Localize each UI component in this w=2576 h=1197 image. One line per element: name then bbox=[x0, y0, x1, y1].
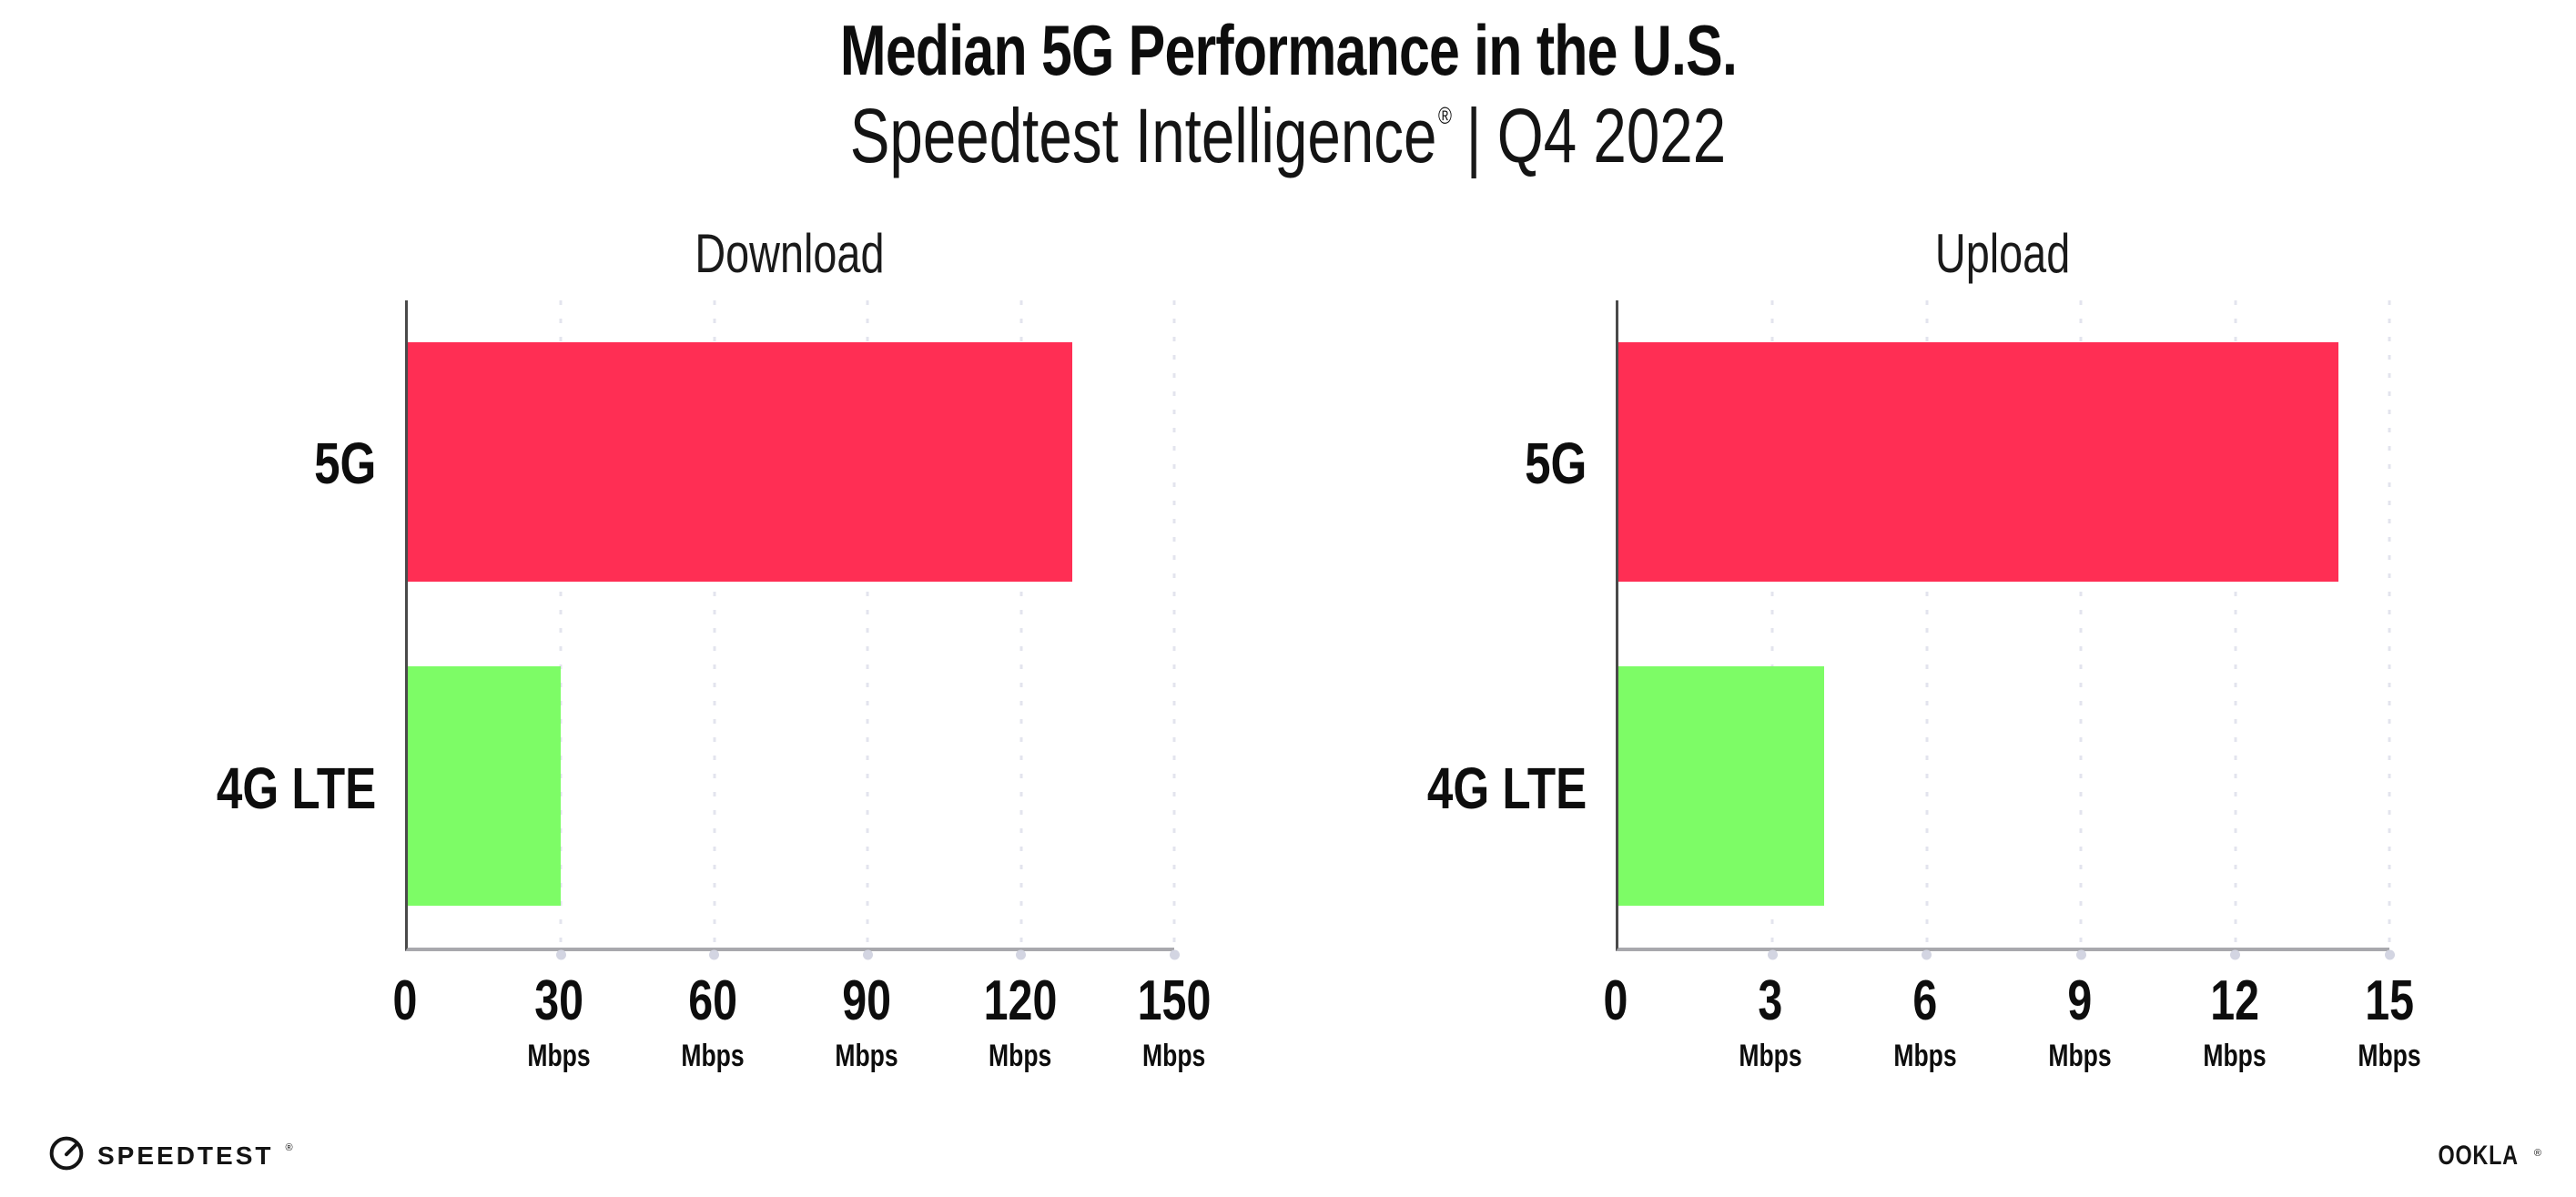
chart-title-download: Download bbox=[695, 222, 885, 284]
x-tick-unit: Mbps bbox=[2203, 1038, 2267, 1073]
gridline-90-mbps bbox=[866, 299, 869, 951]
charts-row: Download 5G 4G LTE 0 30 Mbps 60 Mbps 90 Mbps 12… bbox=[0, 222, 2576, 1106]
gridline-150-mbps bbox=[1172, 299, 1176, 951]
download-chart: Download 5G 4G LTE 0 30 Mbps 60 Mbps 90 Mbps 12… bbox=[96, 222, 1212, 1106]
y-axis-labels: 5G 4G LTE bbox=[1343, 300, 1616, 951]
x-tick-unit: Mbps bbox=[681, 1038, 745, 1073]
gridline-60-mbps bbox=[713, 299, 716, 951]
upload-chart: Upload 5G 4G LTE 0 3 Mbps 6 Mbps 9 Mbps 12 Mbps 1… bbox=[1343, 222, 2421, 1106]
x-tick-3: 3 Mbps bbox=[1739, 969, 1802, 1073]
x-tick-unit: Mbps bbox=[2048, 1038, 2112, 1073]
speedtest-registered-mark: ® bbox=[285, 1141, 293, 1153]
ookla-wordmark: OOKLA bbox=[2438, 1140, 2519, 1171]
x-tick-unit: Mbps bbox=[1142, 1038, 1206, 1073]
speedtest-logo: SPEEDTEST ® bbox=[47, 1134, 293, 1177]
x-tick-90: 90 Mbps bbox=[835, 969, 898, 1073]
footer: SPEEDTEST ® OOKLA ® bbox=[0, 1134, 2576, 1177]
x-tick-30: 30 Mbps bbox=[527, 969, 591, 1073]
x-tick-60: 60 Mbps bbox=[681, 969, 745, 1073]
x-axis-upload: 0 3 Mbps 6 Mbps 9 Mbps 12 Mbps 15 Mbps bbox=[1604, 969, 2421, 1106]
bar-upload-4g-lte bbox=[1618, 665, 1824, 906]
subtitle-brand: Speedtest Intelligence bbox=[849, 93, 1437, 179]
x-axis-download: 0 30 Mbps 60 Mbps 90 Mbps 120 Mbps 150 Mbps bbox=[393, 969, 1212, 1106]
gridline-9-mbps bbox=[2079, 299, 2083, 951]
registered-trademark-icon: ® bbox=[1438, 102, 1453, 130]
x-tick-unit: Mbps bbox=[2358, 1038, 2421, 1073]
bar-download-4g-lte bbox=[408, 665, 562, 906]
gridline-120-mbps bbox=[1019, 299, 1023, 951]
page-title: Median 5G Performance in the U.S. bbox=[839, 10, 1737, 90]
subtitle-divider: | bbox=[1465, 93, 1482, 179]
x-tick-unit: Mbps bbox=[1739, 1038, 1802, 1073]
x-tick-150: 150 Mbps bbox=[1137, 969, 1212, 1073]
ookla-registered-mark: ® bbox=[2533, 1147, 2541, 1159]
x-tick-unit: Mbps bbox=[835, 1038, 898, 1073]
x-tick-0: 0 bbox=[1603, 969, 1628, 1032]
bar-download-5g bbox=[408, 342, 1072, 583]
bar-row bbox=[408, 300, 1174, 624]
x-tick-6: 6 Mbps bbox=[1893, 969, 1957, 1073]
bar-upload-5g bbox=[1618, 342, 2338, 583]
bar-row bbox=[1618, 300, 2389, 624]
plot-area-upload bbox=[1616, 299, 2391, 951]
x-tick-15: 15 Mbps bbox=[2358, 969, 2421, 1073]
x-tick-120: 120 Mbps bbox=[983, 969, 1058, 1073]
bar-row bbox=[1618, 624, 2389, 948]
bar-row bbox=[408, 624, 1174, 948]
speedtest-gauge-icon bbox=[47, 1134, 86, 1177]
category-label-4g-lte: 4G LTE bbox=[1426, 756, 1587, 822]
gridline-30-mbps bbox=[559, 299, 563, 951]
ookla-logo: OOKLA ® bbox=[2427, 1141, 2541, 1172]
x-tick-unit: Mbps bbox=[1893, 1038, 1957, 1073]
x-tick-12: 12 Mbps bbox=[2203, 969, 2267, 1073]
category-label-5g: 5G bbox=[1524, 430, 1587, 496]
chart-title-upload: Upload bbox=[1934, 222, 2071, 284]
gridline-15-mbps bbox=[2388, 299, 2391, 951]
x-tick-9: 9 Mbps bbox=[2048, 969, 2112, 1073]
x-tick-unit: Mbps bbox=[989, 1038, 1052, 1073]
gridline-6-mbps bbox=[1925, 299, 1929, 951]
speedtest-wordmark: SPEEDTEST bbox=[97, 1141, 274, 1170]
header: Median 5G Performance in the U.S. Speedt… bbox=[0, 0, 2576, 180]
x-tick-0: 0 bbox=[392, 969, 418, 1032]
y-axis-labels: 5G 4G LTE bbox=[96, 300, 405, 951]
gridline-3-mbps bbox=[1770, 299, 1774, 951]
subtitle-period: Q4 2022 bbox=[1496, 93, 1727, 179]
x-tick-unit: Mbps bbox=[527, 1038, 591, 1073]
page-subtitle: Speedtest Intelligence® | Q4 2022 bbox=[0, 92, 2576, 180]
category-label-5g: 5G bbox=[313, 430, 376, 496]
plot-area-download bbox=[405, 299, 1176, 951]
category-label-4g-lte: 4G LTE bbox=[216, 756, 376, 822]
gridline-12-mbps bbox=[2234, 299, 2237, 951]
